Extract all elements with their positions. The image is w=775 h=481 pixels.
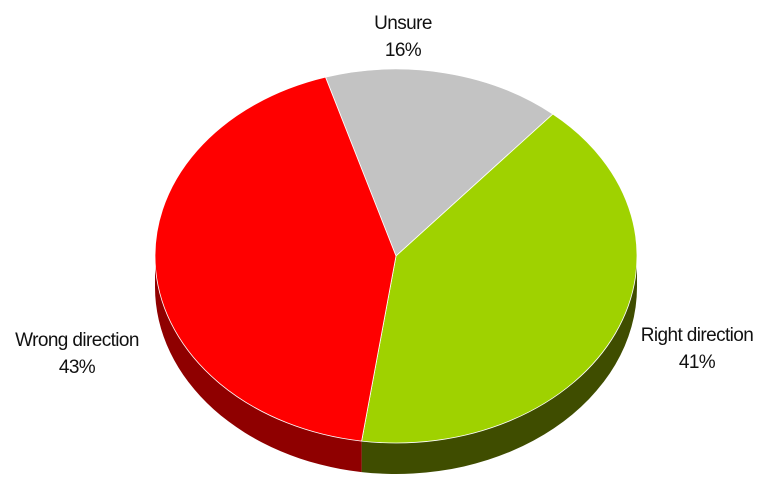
pie-side-walls <box>155 256 638 475</box>
slice-value-wrong-direction: 43% <box>59 357 96 378</box>
pie-side-right-direction <box>361 256 638 475</box>
pie-slice-wrong-direction <box>154 76 397 442</box>
pie-side-wrong-direction <box>155 256 362 473</box>
slice-label-wrong-direction: Wrong direction <box>15 330 139 351</box>
slice-value-right-direction: 41% <box>679 352 716 373</box>
slice-label-right-direction: Right direction <box>641 325 753 346</box>
pie-slice-unsure <box>325 68 554 257</box>
slice-label-unsure: Unsure <box>374 13 432 34</box>
pie-slices <box>154 68 638 444</box>
slice-value-unsure: 16% <box>385 40 422 61</box>
pie-labels: Unsure 16% Right direction 41% Wrong directi… <box>15 13 754 378</box>
pie-slice-right-direction <box>361 113 638 444</box>
